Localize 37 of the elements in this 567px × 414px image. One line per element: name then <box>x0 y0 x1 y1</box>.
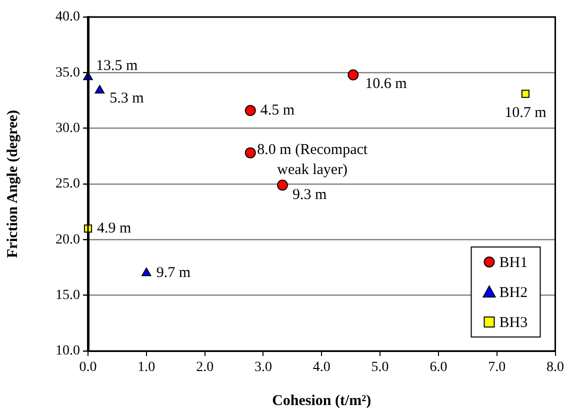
annotation: 4.5 m <box>260 102 295 118</box>
annotation: 10.6 m <box>365 76 408 92</box>
x-tick-label: 0.0 <box>79 360 97 376</box>
point <box>276 180 288 191</box>
annotation: 5.3 m <box>110 90 144 106</box>
point <box>348 69 359 80</box>
legend-label: BH2 <box>499 284 528 301</box>
point <box>244 105 256 116</box>
x-tick-label: 6.0 <box>430 360 448 376</box>
annotation: 8.0 m (Recompact weak layer) <box>257 142 368 178</box>
x-tick-label: 3.0 <box>254 360 272 376</box>
y-tick-label: 15.0 <box>56 288 80 304</box>
x-tick-label: 2.0 <box>196 360 214 376</box>
annotation: 13.5 m <box>96 58 138 74</box>
y-tick-label: 20.0 <box>56 232 80 248</box>
annotation: 9.3 m <box>292 187 327 204</box>
x-tick-label: 1.0 <box>138 360 156 376</box>
y-tick-label: 40.0 <box>56 10 80 25</box>
x-tick-label: 7.0 <box>488 360 506 376</box>
point <box>244 147 256 158</box>
y-tick-label: 35.0 <box>56 65 80 80</box>
legend-label: BH1 <box>499 254 528 271</box>
y-tick-label: 10.0 <box>56 344 80 359</box>
y-tick-label: 25.0 <box>56 176 80 192</box>
x-tick-label: 4.0 <box>312 360 330 376</box>
annotation: 9.7 m <box>156 265 191 282</box>
y-tick-label: 30.0 <box>56 121 80 136</box>
x-tick-label: 5.0 <box>371 360 389 376</box>
legend-label: BH3 <box>499 314 528 331</box>
point <box>521 90 530 98</box>
point <box>142 268 152 276</box>
x-tick-label: 8.0 <box>546 360 564 376</box>
x-axis-title: Cohesion (t/m²) <box>272 392 372 409</box>
point <box>94 84 105 94</box>
annotation: 4.9 m <box>97 220 132 236</box>
y-axis-title: Friction Angle (degree) <box>4 110 21 258</box>
annotation: 10.7 m <box>504 104 547 121</box>
